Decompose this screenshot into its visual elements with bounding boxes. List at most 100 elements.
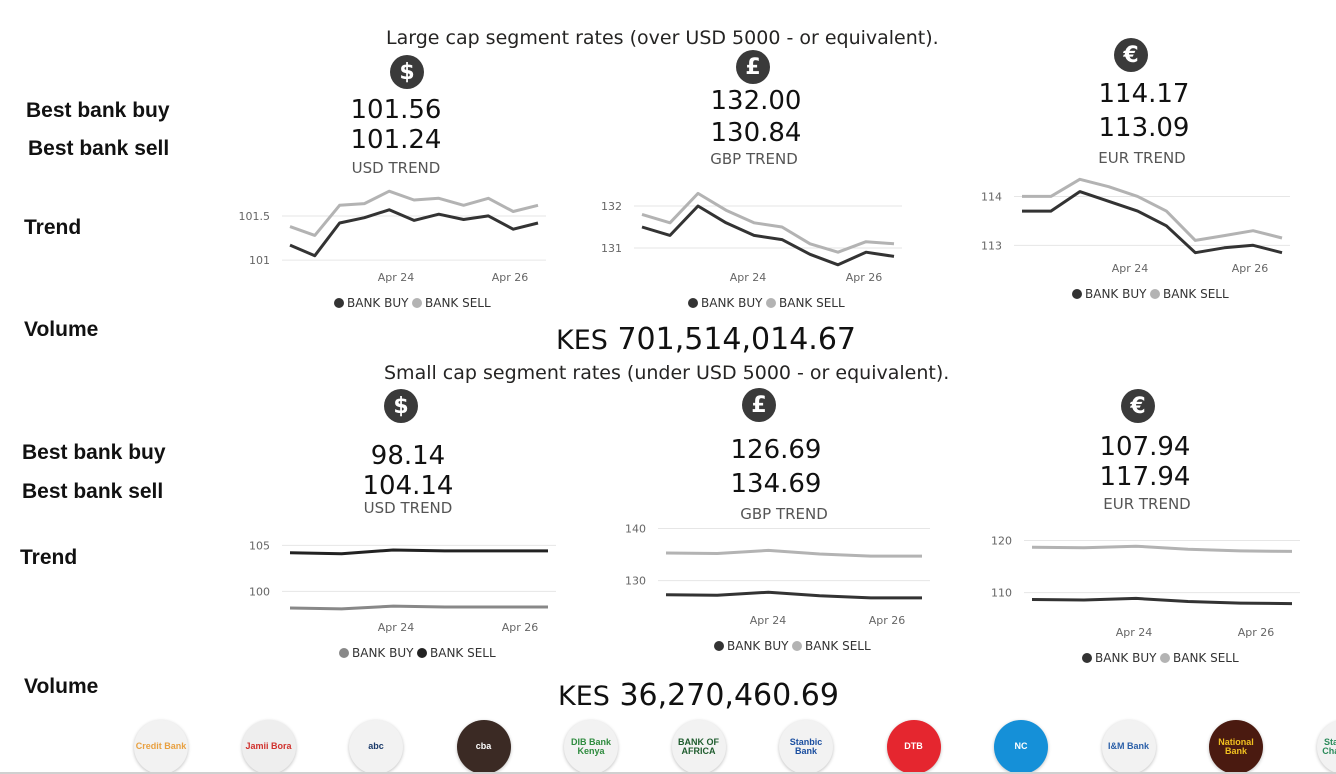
euro-icon: €	[1114, 38, 1148, 72]
large-usd-sell-value: 101.24	[350, 125, 442, 155]
legend-marker	[1072, 289, 1082, 299]
small-volume-label: Volume	[24, 675, 99, 698]
legend-marker	[792, 641, 802, 651]
series-line-bank-buy	[289, 208, 539, 258]
large-volume-value: KES 701,514,014.67	[556, 322, 856, 357]
series-line-bank-sell	[665, 548, 922, 558]
large-volume-amount: 701,514,014.67	[617, 322, 857, 357]
legend-marker	[1150, 289, 1160, 299]
x-tick-label: Apr 26	[492, 271, 529, 284]
bank-logo-dib-bank-kenya[interactable]: DIB Bank Kenya	[564, 720, 618, 774]
legend-label: BANK BUY	[701, 296, 763, 310]
dollar-icon: $	[384, 389, 418, 423]
bank-logo-standard-chartered[interactable]: Standard Chartered	[1316, 720, 1336, 774]
legend-label: BANK BUY	[352, 646, 414, 660]
legend-marker	[766, 298, 776, 308]
bank-logo-nc[interactable]: NC	[994, 720, 1048, 774]
large-eur-trend-chart: 113 114 Apr 24 Apr 26 BANK BUY BANK SELL	[981, 177, 1290, 301]
y-tick-label: 101.5	[239, 210, 271, 223]
large-best-sell-label: Best bank sell	[28, 137, 170, 160]
small-volume-amount: 36,270,460.69	[619, 678, 839, 713]
legend-label: BANK BUY	[1085, 287, 1147, 301]
series-line-bank-sell	[1031, 544, 1293, 553]
series-line-bank-sell	[641, 191, 895, 254]
x-tick-label: Apr 26	[846, 271, 883, 284]
small-gbp-trend-chart: 130 140 Apr 24 Apr 26 BANK BUY BANK SELL	[625, 522, 930, 653]
bank-logo-cba[interactable]: cba	[456, 720, 511, 774]
dollar-icon: $	[390, 55, 424, 89]
small-cap-heading: Small cap segment rates (under USD 5000 …	[384, 362, 950, 384]
legend-label: BANK SELL	[779, 296, 845, 310]
x-tick-label: Apr 26	[869, 614, 906, 627]
legend-marker	[412, 298, 422, 308]
bank-logo-national-bank[interactable]: National Bank	[1209, 720, 1263, 774]
large-eur-sell-value: 113.09	[1098, 113, 1190, 143]
y-tick-label: 113	[981, 239, 1002, 252]
large-volume-label: Volume	[24, 318, 99, 341]
large-usd-trend-label: USD TREND	[351, 159, 441, 177]
series-line-bank-buy	[289, 604, 548, 611]
small-usd-trend-label: USD TREND	[363, 499, 453, 517]
small-eur-sell-value: 117.94	[1099, 462, 1191, 492]
bank-logo-stanbic-bank[interactable]: Stanbic Bank	[779, 720, 833, 774]
series-line-bank-sell	[289, 189, 539, 237]
y-tick-label: 130	[625, 575, 646, 588]
large-best-buy-label: Best bank buy	[26, 99, 170, 122]
y-tick-label: 120	[991, 534, 1012, 547]
small-volume-value: KES 36,270,460.69	[558, 678, 839, 713]
y-tick-label: 132	[601, 200, 622, 213]
legend-label: BANK BUY	[347, 296, 409, 310]
small-gbp-sell-value: 134.69	[730, 469, 822, 499]
large-eur-buy-value: 114.17	[1098, 79, 1190, 109]
x-tick-label: Apr 24	[750, 614, 787, 627]
series-line-bank-sell	[289, 548, 548, 556]
bank-logo-dtb[interactable]: DTB	[886, 720, 941, 774]
legend-label: BANK SELL	[805, 639, 871, 653]
series-line-bank-buy	[641, 204, 895, 267]
x-tick-label: Apr 24	[1116, 626, 1153, 639]
y-tick-label: 101	[249, 254, 270, 267]
large-gbp-trend-chart: 131 132 Apr 24 Apr 26 BANK BUY BANK SELL	[601, 191, 902, 310]
bank-logo-bank-of-africa[interactable]: BANK OF AFRICA	[671, 720, 726, 774]
legend-label: BANK SELL	[425, 296, 491, 310]
bank-logo-i-m-bank[interactable]: I&M Bank	[1101, 720, 1156, 774]
y-tick-label: 114	[981, 190, 1002, 203]
x-tick-label: Apr 26	[1232, 262, 1269, 275]
legend-label: BANK SELL	[1173, 651, 1239, 665]
pound-icon: £	[736, 50, 770, 84]
pound-icon: £	[742, 388, 776, 422]
bank-logo-credit-bank[interactable]: Credit Bank	[134, 720, 188, 774]
legend-label: BANK BUY	[1095, 651, 1157, 665]
series-line-bank-buy	[1022, 190, 1283, 255]
x-tick-label: Apr 24	[378, 621, 415, 634]
y-tick-label: 110	[991, 587, 1012, 600]
small-usd-sell-value: 104.14	[362, 471, 454, 501]
large-gbp-trend-label: GBP TREND	[710, 150, 798, 168]
bank-logo-abc[interactable]: abc	[349, 720, 403, 774]
legend-marker	[1160, 653, 1170, 663]
large-usd-trend-chart: 101 101.5 Apr 24 Apr 26 BANK BUY BANK SELL	[239, 189, 546, 310]
y-tick-label: 105	[249, 539, 270, 552]
legend-marker	[334, 298, 344, 308]
footer-divider	[0, 772, 1336, 774]
x-tick-label: Apr 24	[1112, 262, 1149, 275]
small-gbp-trend-label: GBP TREND	[740, 505, 828, 523]
series-line-bank-buy	[665, 590, 922, 600]
x-tick-label: Apr 24	[378, 271, 415, 284]
y-tick-label: 140	[625, 522, 646, 535]
legend-marker	[417, 648, 427, 658]
bank-logo-jamii-bora[interactable]: Jamii Bora	[241, 720, 296, 774]
large-gbp-buy-value: 132.00	[710, 86, 802, 116]
small-eur-buy-value: 107.94	[1099, 432, 1191, 462]
legend-label: BANK SELL	[1163, 287, 1229, 301]
small-eur-trend-label: EUR TREND	[1103, 495, 1191, 513]
x-tick-label: Apr 24	[730, 271, 767, 284]
small-eur-trend-chart: 110 120 Apr 24 Apr 26 BANK BUY BANK SELL	[991, 534, 1300, 665]
legend-marker	[339, 648, 349, 658]
legend-marker	[714, 641, 724, 651]
legend-label: BANK SELL	[430, 646, 496, 660]
y-tick-label: 131	[601, 242, 622, 255]
small-volume-currency: KES	[558, 681, 610, 712]
euro-icon: €	[1121, 389, 1155, 423]
x-tick-label: Apr 26	[502, 621, 539, 634]
